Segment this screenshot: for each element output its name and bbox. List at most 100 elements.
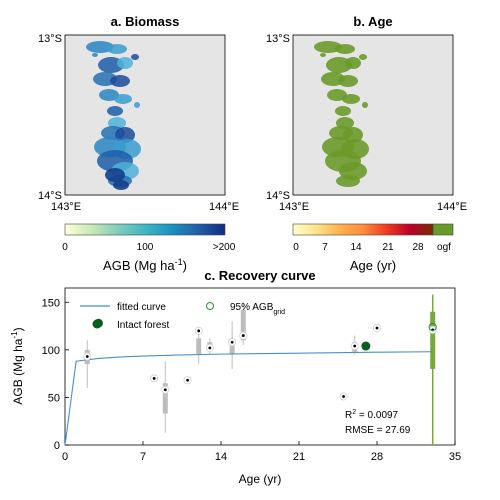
panel-b-lat-bottom: 14°S bbox=[266, 190, 290, 202]
rmse-stat: RMSE = 27.69 bbox=[345, 425, 411, 436]
panel-a-lat-top: 13°S bbox=[38, 33, 62, 45]
panel-b-lon-right: 144°E bbox=[437, 201, 467, 213]
y-axis-label: AGB (Mg ha-1) bbox=[10, 327, 25, 404]
biomass-patch bbox=[113, 180, 129, 190]
biomass-patch bbox=[92, 53, 98, 57]
biomass-colorbar-tick-0: 0 bbox=[62, 242, 68, 253]
x-tick-label: 21 bbox=[293, 451, 305, 463]
age-patch bbox=[314, 41, 342, 53]
biomass-colorbar-tick-2: >200 bbox=[213, 242, 236, 253]
panel-b-title: b. Age bbox=[353, 14, 392, 29]
biomass-patch bbox=[107, 106, 123, 116]
age-colorbar-tick-0: 0 bbox=[293, 242, 299, 253]
plot-marks bbox=[64, 294, 437, 446]
box-iqr bbox=[196, 338, 202, 355]
legend-agb95-swatch bbox=[206, 302, 214, 310]
x-tick-label: 28 bbox=[371, 451, 383, 463]
age-median-dot bbox=[208, 346, 212, 350]
box-iqr bbox=[162, 383, 168, 414]
age-patch bbox=[345, 57, 361, 69]
panel-b-lat-top: 13°S bbox=[266, 33, 290, 45]
panel-a-lat-bottom: 14°S bbox=[38, 190, 62, 202]
intact-forest-point bbox=[361, 341, 371, 351]
age-patch bbox=[338, 75, 358, 87]
y-axis-label-main: AGB (Mg ha bbox=[11, 338, 25, 404]
plot-area bbox=[64, 287, 456, 446]
y-tick-label: 0 bbox=[54, 440, 60, 452]
age-median-dot bbox=[152, 376, 156, 380]
x-tick-label: 14 bbox=[215, 451, 227, 463]
legend-intact-swatch bbox=[92, 319, 102, 329]
age-map-frame bbox=[292, 34, 454, 196]
biomass-patch bbox=[117, 57, 133, 69]
age-median-dot bbox=[197, 329, 201, 333]
x-axis: 0 7 14 21 28 35 bbox=[62, 441, 461, 463]
age-patch bbox=[335, 44, 355, 54]
biomass-patches bbox=[86, 41, 141, 190]
age-colorbar-tick-5: ogf bbox=[437, 242, 451, 253]
age-colorbar-tick-3: 21 bbox=[382, 242, 394, 253]
biomass-patch bbox=[131, 54, 139, 60]
age-colorbar-tick-2: 14 bbox=[350, 242, 362, 253]
age-median-dot bbox=[230, 340, 234, 344]
biomass-patch bbox=[110, 75, 130, 87]
biomass-patch bbox=[99, 89, 119, 101]
biomass-colorbar-label-end: ) bbox=[183, 258, 187, 273]
age-median-dot bbox=[342, 395, 345, 398]
biomass-patch bbox=[86, 41, 114, 53]
age-patch bbox=[327, 89, 347, 101]
x-tick-label: 7 bbox=[140, 451, 146, 463]
age-median-dot bbox=[353, 344, 357, 348]
age-patch bbox=[336, 117, 354, 129]
r2-stat-value: = 0.0097 bbox=[356, 410, 398, 421]
biomass-colorbar-label-sup: -1 bbox=[175, 257, 183, 267]
box-iqr bbox=[430, 311, 436, 369]
age-colorbar-tick-1: 7 bbox=[322, 242, 328, 253]
biomass-patch bbox=[108, 117, 126, 129]
y-tick-label: 50 bbox=[48, 392, 60, 404]
y-axis-label-sup: -1 bbox=[10, 331, 19, 339]
legend-agb95-label: 95% AGBgrid bbox=[230, 302, 285, 316]
panel-b-lon-left: 143°E bbox=[279, 201, 309, 213]
r2-stat-main: R bbox=[345, 410, 352, 421]
biomass-colorbar bbox=[64, 223, 226, 236]
box-iqr bbox=[229, 338, 235, 355]
r2-stat: R2 = 0.0097 bbox=[345, 409, 399, 421]
age-patch bbox=[336, 175, 360, 187]
box-iqr bbox=[240, 309, 246, 341]
age-patch bbox=[359, 54, 367, 60]
y-tick-label: 150 bbox=[42, 297, 60, 309]
panel-a-title: a. Biomass bbox=[111, 14, 180, 29]
panel-a-lon-right: 144°E bbox=[209, 201, 239, 213]
age-median-dot bbox=[186, 378, 189, 382]
biomass-patch bbox=[107, 44, 127, 54]
age-patch bbox=[342, 94, 360, 104]
legend-intact-label: Intact forest bbox=[117, 320, 169, 331]
biomass-colorbar-tick-1: 100 bbox=[137, 242, 154, 253]
age-patch bbox=[343, 127, 363, 143]
y-axis: 0 50 100 150 bbox=[42, 297, 69, 452]
y-tick-label: 100 bbox=[42, 345, 60, 357]
age-colorbar-label: Age (yr) bbox=[350, 258, 396, 273]
biomass-colorbar-label-main: AGB (Mg ha bbox=[103, 258, 175, 273]
x-tick-label: 0 bbox=[62, 451, 68, 463]
x-axis-label: Age (yr) bbox=[239, 472, 282, 486]
agb95-grid-point bbox=[428, 322, 437, 332]
age-patch bbox=[335, 106, 351, 116]
y-axis-label-end: ) bbox=[11, 327, 25, 331]
age-patch bbox=[362, 102, 368, 108]
age-median-dot bbox=[85, 355, 89, 358]
r2-stat-sup: 2 bbox=[352, 409, 356, 416]
age-patch bbox=[320, 53, 326, 57]
legend-agb95-label-sub: grid bbox=[273, 309, 285, 316]
biomass-patch bbox=[134, 102, 140, 108]
age-map bbox=[292, 34, 454, 196]
legend: fitted curve Intact forest 95% AGBgrid bbox=[80, 302, 285, 331]
age-median-dot bbox=[163, 388, 167, 392]
age-colorbar-ogf-swatch bbox=[432, 223, 454, 236]
biomass-map bbox=[64, 34, 226, 196]
age-colorbar bbox=[292, 223, 434, 236]
panel-c-title: c. Recovery curve bbox=[204, 268, 315, 283]
x-tick-label: 35 bbox=[449, 451, 461, 463]
